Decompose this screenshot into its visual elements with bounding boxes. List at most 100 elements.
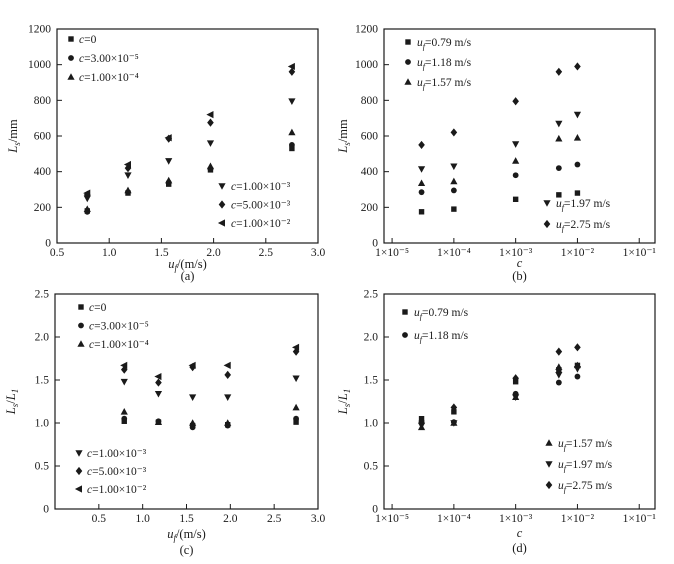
y-tick-label: 0 [372, 504, 378, 516]
y-tick-label: 400 [34, 166, 52, 178]
data-point [154, 418, 163, 425]
y-tick-label: 0.5 [364, 461, 379, 473]
data-point [450, 420, 458, 427]
data-point [450, 177, 458, 185]
x-axis-label: c [517, 526, 523, 540]
x-tick-label: 2.0 [206, 247, 221, 259]
y-tick-label: 200 [361, 202, 379, 214]
legend-marker [218, 200, 226, 209]
data-point [189, 424, 196, 431]
legend-marker [218, 183, 226, 190]
data-point [206, 162, 215, 170]
y-axis-label: Ls/mm [336, 119, 352, 154]
data-point [555, 67, 563, 76]
data-point [512, 97, 519, 106]
y-axis-label: Ls/L1 [336, 389, 352, 415]
data-point [287, 62, 295, 71]
data-point [288, 67, 296, 76]
legend-marker [404, 78, 412, 85]
data-point [555, 347, 563, 356]
data-point [120, 361, 128, 369]
legend-label: c=5.00×10⁻³ [87, 466, 147, 478]
legend-marker [74, 485, 82, 493]
data-point [120, 408, 128, 415]
y-tick-label: 600 [361, 131, 379, 143]
x-tick-label: 1×10⁻⁵ [375, 513, 409, 525]
y-tick-label: 0 [45, 238, 51, 250]
legend-marker [405, 59, 411, 65]
x-tick-label: 1.5 [154, 247, 169, 259]
x-tick-label: 2.0 [223, 513, 238, 525]
data-point [555, 363, 563, 370]
data-point [83, 205, 91, 212]
data-point [165, 158, 173, 165]
y-tick-label: 200 [34, 202, 52, 214]
y-tick-label: 0 [372, 238, 378, 250]
subplot-b-chart: 1×10⁻⁵ 1×10⁻⁴ 1×10⁻³ 1×10⁻² 1×10⁻¹ 0 200 400 600… [336, 24, 656, 284]
legend-label: c=3.00×10⁻⁵ [79, 53, 139, 65]
data-point [512, 394, 520, 401]
y-tick-label: 800 [361, 95, 379, 107]
data-point [512, 374, 519, 383]
x-tick-label: 2.5 [267, 513, 282, 525]
data-point [574, 190, 581, 196]
data-point [289, 142, 295, 148]
x-tick-label: 1.0 [135, 513, 150, 525]
subplot-caption: (c) [180, 543, 194, 557]
x-tick-label: 1×10⁻³ [499, 247, 533, 259]
legend-marker [75, 466, 83, 476]
y-tick-label: 2.5 [35, 289, 50, 301]
legend-marker [545, 480, 553, 490]
data-point [291, 343, 300, 351]
data-point [123, 160, 131, 169]
legend-marker [402, 309, 408, 315]
legend-label: uf=2.75 m/s [558, 480, 613, 494]
x-tick-label: 1.5 [179, 513, 194, 525]
data-point [288, 98, 296, 106]
x-tick-label: 1.0 [102, 247, 117, 259]
y-axis-label: Ls/mm [6, 119, 22, 154]
x-tick-label: 1×10⁻² [561, 513, 595, 525]
legend-marker [67, 73, 75, 80]
legend-label: c=1.00×10⁻³ [231, 181, 291, 193]
y-tick-label: 600 [34, 131, 52, 143]
subplot-caption: (a) [181, 269, 195, 283]
data-point [512, 141, 520, 148]
data-point [574, 343, 581, 352]
data-point [418, 189, 425, 196]
y-tick-label: 1200 [355, 24, 378, 36]
legend-label: uf=0.79 m/s [414, 307, 469, 321]
y-tick-label: 400 [361, 166, 379, 178]
x-axis-label: uf/(m/s) [168, 257, 207, 273]
y-tick-label: 2.5 [364, 289, 379, 301]
data-point [154, 372, 162, 381]
x-tick-label: 3.0 [311, 247, 326, 259]
legend-label: uf=1.18 m/s [417, 57, 472, 71]
data-point [207, 118, 214, 127]
data-point [124, 172, 132, 180]
data-point [512, 172, 519, 179]
subplot-caption: (b) [512, 269, 527, 283]
x-tick-label: 2.5 [259, 247, 274, 259]
legend-marker [78, 322, 84, 329]
subplot-caption: (d) [512, 541, 527, 555]
legend-marker [78, 304, 84, 310]
data-point [418, 209, 425, 215]
legend-label: uf=1.57 m/s [417, 77, 472, 91]
y-axis-label: Ls/L1 [4, 389, 20, 415]
data-point [555, 165, 562, 172]
y-tick-label: 800 [34, 95, 52, 107]
data-point [164, 134, 172, 142]
legend-marker [545, 439, 553, 446]
data-point [224, 394, 232, 401]
data-point [555, 120, 563, 128]
data-point [206, 111, 214, 119]
data-point [120, 378, 128, 386]
axis-box [383, 293, 656, 510]
data-point [224, 419, 232, 426]
data-point [556, 192, 562, 198]
data-point [450, 163, 458, 171]
x-tick-label: 1×10⁻² [561, 247, 595, 259]
legend-label: c=1.00×10⁻² [87, 484, 147, 496]
